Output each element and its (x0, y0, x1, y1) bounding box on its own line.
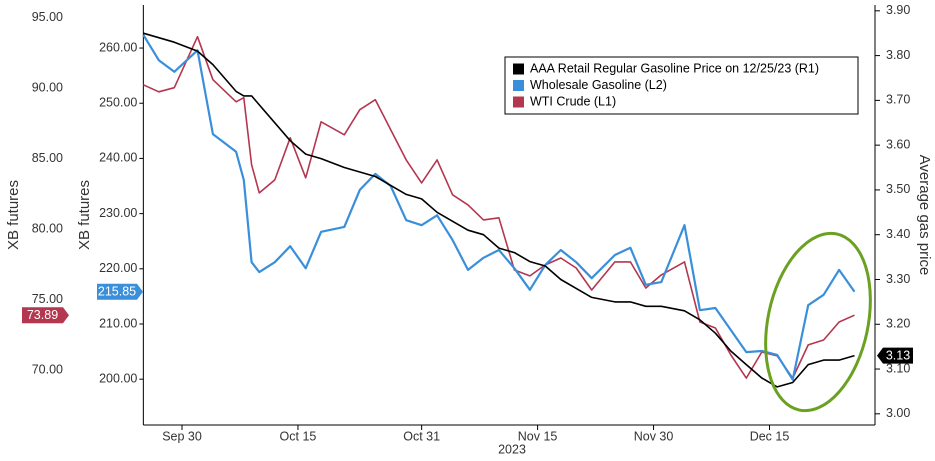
tag-label: 73.89 (27, 308, 58, 322)
last-value-tag: 215.85 (97, 283, 143, 300)
legend-label: WTI Crude (L1) (530, 94, 616, 108)
y3-tick-label: 80.00 (32, 221, 63, 235)
legend-label: Wholesale Gasoline (L2) (530, 78, 667, 92)
y3-tick-label: 85.00 (32, 151, 63, 165)
y-tick-label: 200.00 (99, 371, 137, 385)
y3-tick-label: 90.00 (32, 80, 63, 94)
last-value-tag: 73.89 (22, 307, 69, 324)
y2-tick-label: 3.00 (886, 406, 910, 420)
y2-tick-label: 3.10 (886, 361, 910, 375)
y-tick-label: 250.00 (99, 96, 137, 110)
y2-tick-label: 3.60 (886, 137, 910, 151)
y2-tick-label: 3.30 (886, 272, 910, 286)
legend-swatch (513, 80, 524, 91)
tag-box (97, 283, 143, 300)
y-tick-label: 220.00 (99, 261, 137, 275)
y2-tick-label: 3.40 (886, 227, 910, 241)
tag-label: 3.13 (886, 348, 910, 362)
y-tick-label: 210.00 (99, 316, 137, 330)
x-axis-year: 2023 (498, 442, 526, 456)
legend-swatch (513, 63, 524, 75)
tag-box (877, 347, 913, 364)
series-line (143, 32, 855, 388)
y-axis-title: XB futures (76, 180, 93, 250)
x-tick-label: Sep 30 (162, 429, 202, 443)
y-tick-label: 230.00 (99, 206, 137, 220)
legend-swatch (513, 96, 524, 108)
legend: AAA Retail Regular Gasoline Price on 12/… (504, 56, 859, 115)
y3-tick-label: 95.00 (32, 10, 63, 24)
y3-tick-label: 75.00 (32, 292, 63, 306)
x-tick-label: Nov 30 (634, 429, 674, 443)
x-tick-label: Oct 15 (280, 429, 317, 443)
last-value-tag: 3.13 (877, 347, 913, 364)
legend-label: AAA Retail Regular Gasoline Price on 12/… (530, 61, 819, 75)
y2-tick-label: 3.80 (886, 48, 910, 62)
y-tick-label: 260.00 (99, 40, 137, 54)
tag-label: 215.85 (98, 285, 136, 299)
y2-tick-label: 3.50 (886, 182, 910, 196)
y2-tick-label: 3.20 (886, 317, 910, 331)
y3-tick-label: 70.00 (32, 362, 63, 376)
x-tick-label: Oct 31 (403, 429, 440, 443)
plot-area: Sep 30 Oct 15 Oct 31 Nov 15 Nov 30 Dec 15 200.… (32, 3, 911, 443)
y2-tick-label: 3.70 (886, 93, 910, 107)
legend-box (504, 56, 859, 115)
tag-box (22, 307, 69, 324)
series-line (142, 34, 856, 381)
y2-axis-title: Average gas price (916, 155, 933, 276)
x-tick-label: Nov 15 (518, 429, 558, 443)
y2-tick-label: 3.90 (886, 3, 910, 17)
y3-axis-title: XB futures (5, 180, 22, 250)
highlight-ellipse (764, 231, 872, 413)
y-tick-label: 240.00 (99, 151, 137, 165)
series-line (142, 35, 855, 379)
x-tick-label: Dec 15 (750, 429, 790, 443)
